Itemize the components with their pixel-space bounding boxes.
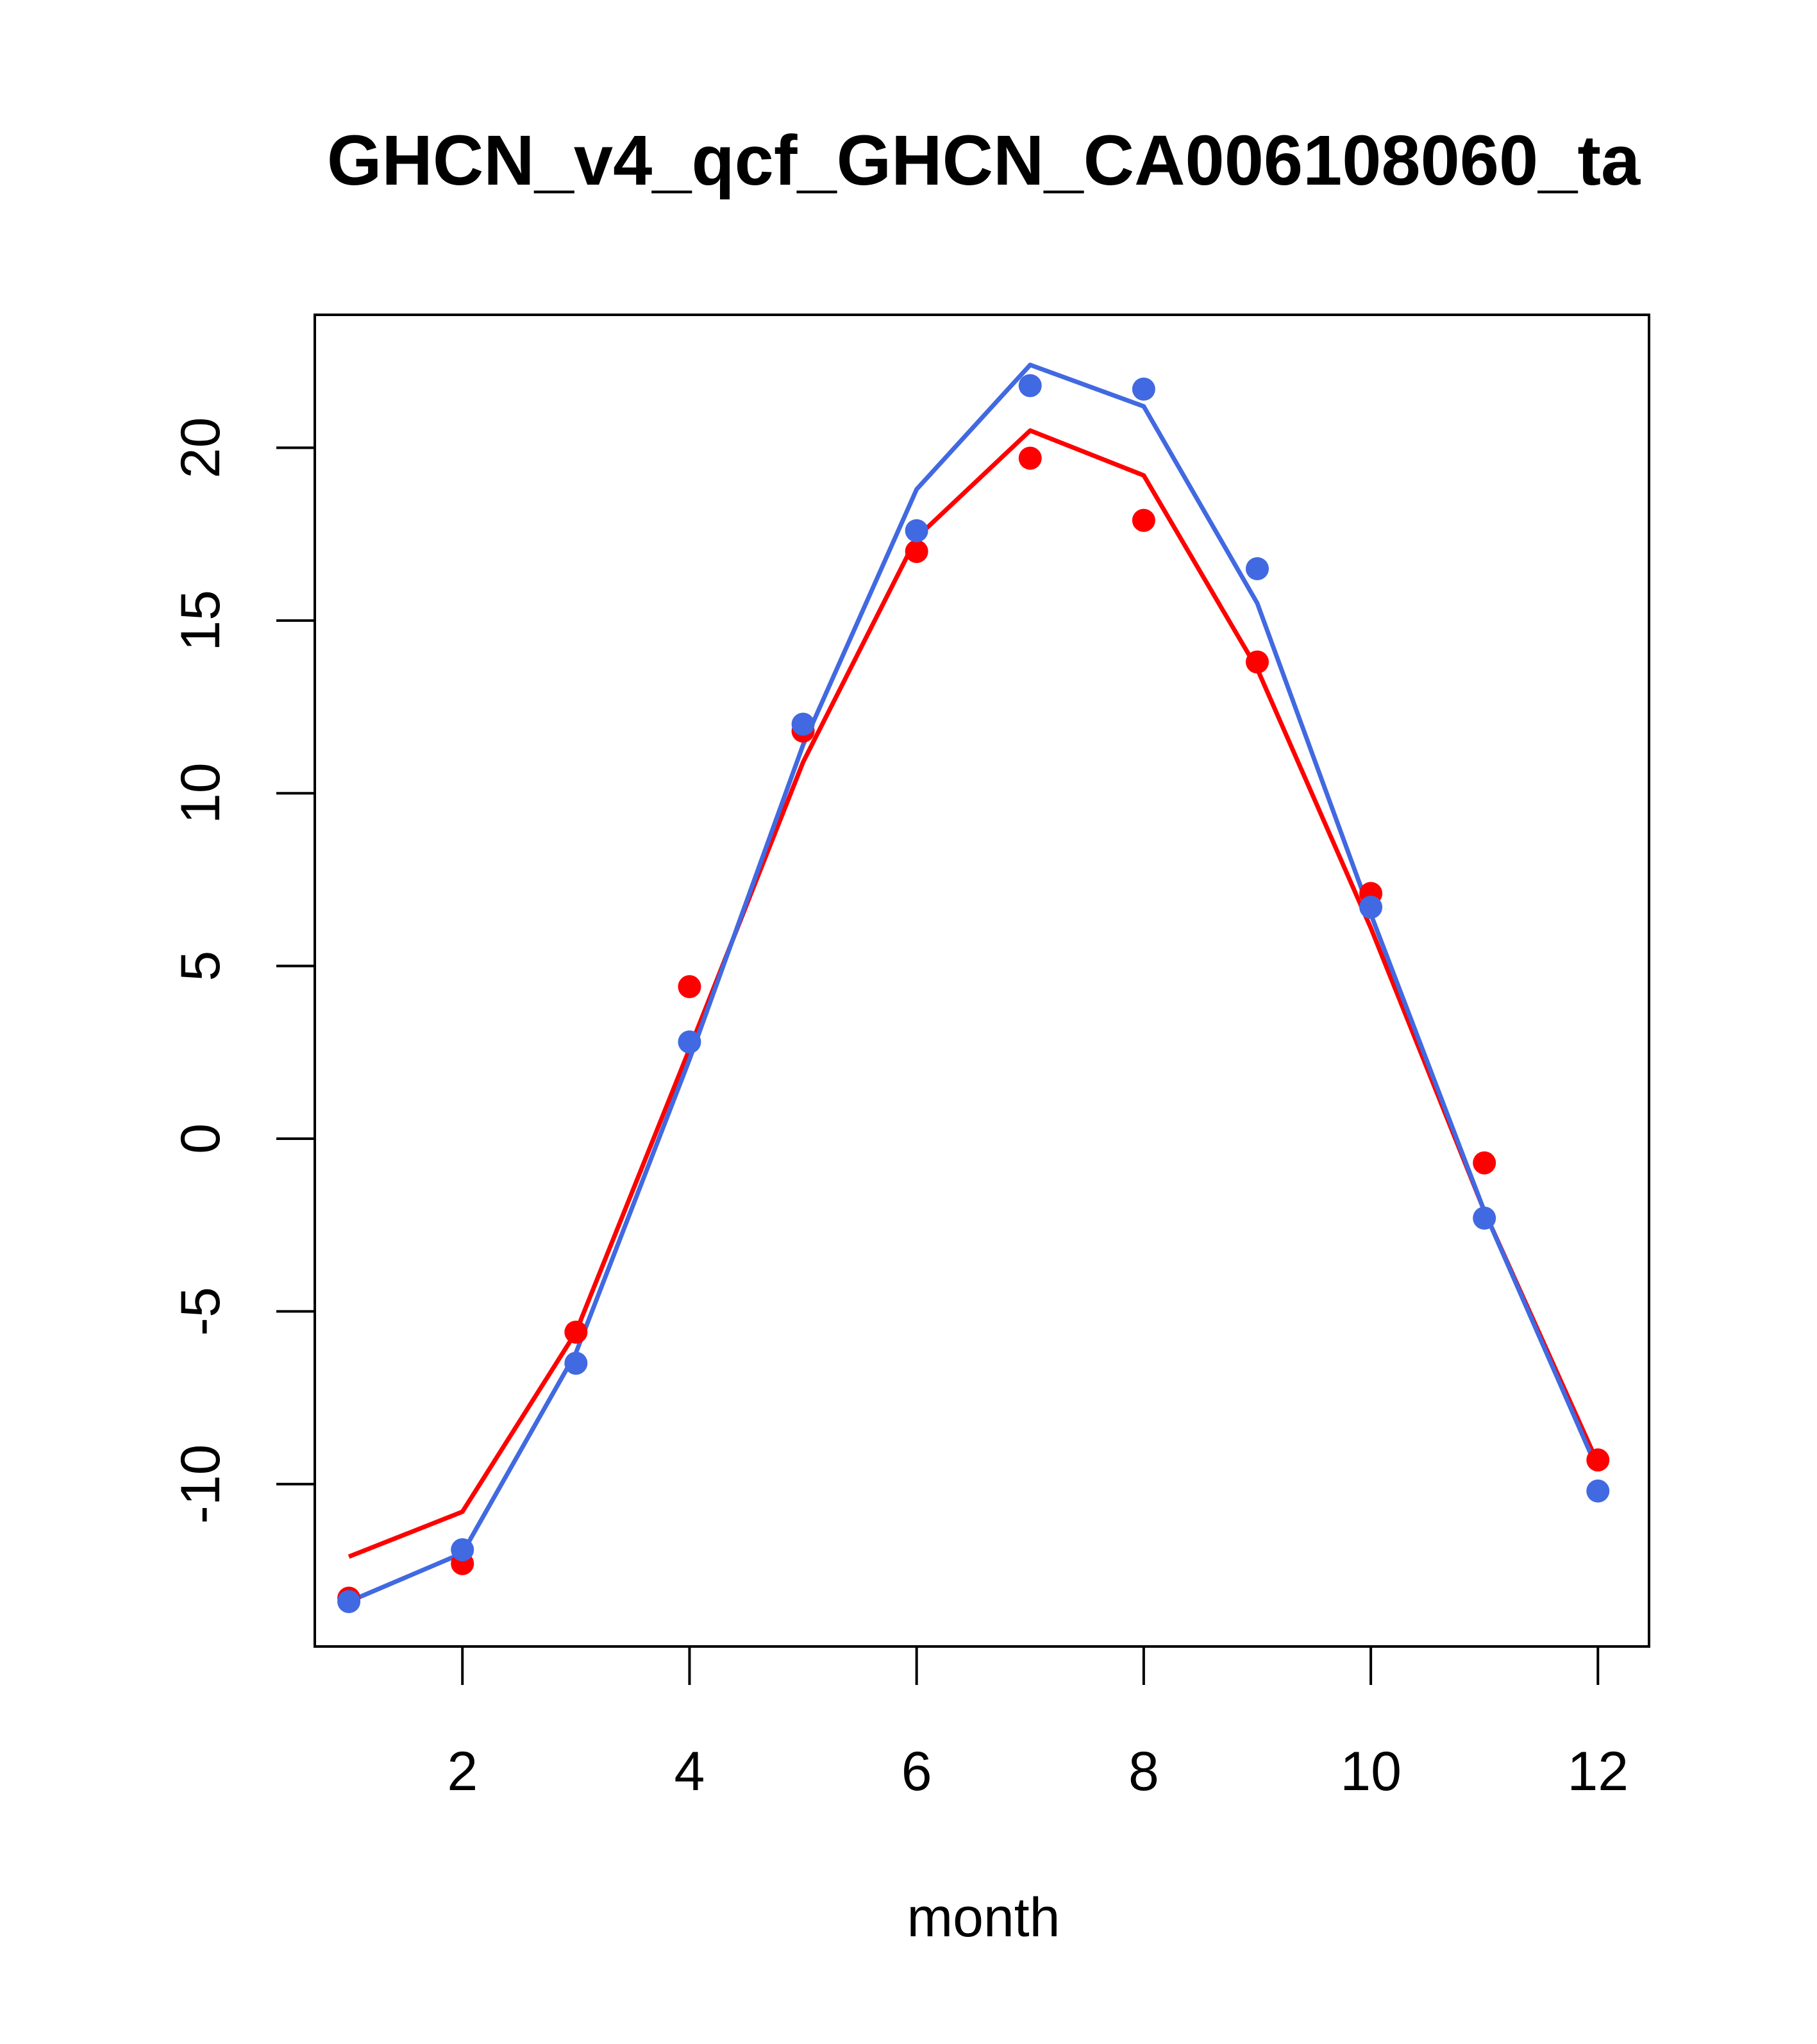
y-tick-label: 10 [170, 762, 231, 824]
y-tick-label: -5 [170, 1287, 231, 1336]
data-point [1473, 1206, 1496, 1230]
x-axis: 2 4 6 8 10 12 [447, 1645, 1629, 1802]
data-point [1359, 896, 1383, 919]
x-tick-label: 8 [1128, 1741, 1159, 1802]
data-point [678, 1030, 701, 1054]
data-point [1586, 1479, 1610, 1503]
plot-frame [314, 314, 1650, 1648]
series-line-2 [347, 362, 1600, 1604]
data-point [791, 712, 815, 736]
data-point [1132, 377, 1155, 401]
data-point [1132, 508, 1155, 532]
data-point [1245, 650, 1269, 674]
data-point [1018, 446, 1042, 470]
data-point [337, 1589, 361, 1613]
data-point [905, 540, 928, 564]
x-tick-label: 10 [1340, 1741, 1402, 1802]
x-tick-label: 6 [901, 1741, 932, 1802]
series-layer [337, 362, 1610, 1613]
x-tick-label: 2 [447, 1741, 478, 1802]
data-point [1018, 374, 1042, 398]
data-point [1245, 557, 1269, 581]
data-point [905, 519, 928, 542]
data-point [1586, 1448, 1610, 1472]
x-tick-label: 12 [1567, 1741, 1629, 1802]
x-tick-label: 4 [674, 1741, 705, 1802]
y-tick-label: 15 [170, 590, 231, 651]
data-point [564, 1320, 588, 1344]
data-point [678, 975, 701, 998]
y-tick-label: 20 [170, 417, 231, 479]
x-axis-label: month [907, 1887, 1060, 1948]
y-tick-label: 0 [170, 1123, 231, 1154]
chart-title: GHCN_v4_qcf_GHCN_CA006108060_ta [327, 121, 1641, 200]
data-point [1473, 1151, 1496, 1175]
data-point [564, 1352, 588, 1375]
y-tick-label: -10 [170, 1445, 231, 1524]
data-point [451, 1538, 474, 1562]
series-line-1 [347, 428, 1600, 1559]
y-axis: -10 -5 0 5 10 15 20 [170, 417, 316, 1524]
y-tick-label: 5 [170, 951, 231, 982]
